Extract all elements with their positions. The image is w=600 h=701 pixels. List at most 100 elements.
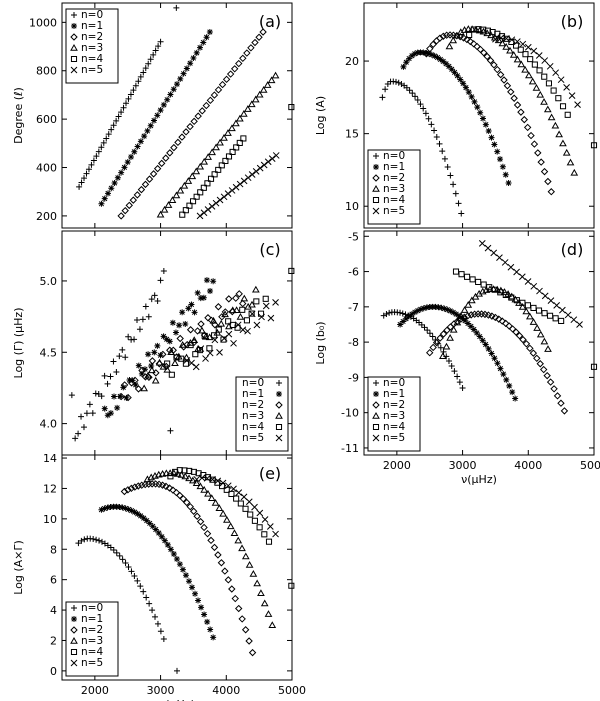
- data-point: [253, 579, 262, 587]
- data-point: [183, 357, 191, 364]
- data-point: [543, 105, 552, 113]
- y-tick-label: -7: [348, 301, 359, 314]
- data-point: [98, 393, 105, 400]
- data-point: [530, 47, 538, 55]
- data-point: [530, 282, 538, 290]
- data-point: [222, 75, 231, 84]
- legend-label: n=3: [81, 635, 103, 647]
- data-point: [484, 244, 492, 252]
- legend-marker: [70, 636, 78, 644]
- data-point: [190, 336, 199, 344]
- y-tick-label: 10: [345, 200, 359, 213]
- data-point: [181, 472, 190, 480]
- data-point: [157, 628, 164, 635]
- data-point: [200, 39, 207, 46]
- data-point: [463, 35, 471, 44]
- data-point: [244, 174, 252, 182]
- data-point: [183, 498, 191, 507]
- data-point: [490, 249, 498, 257]
- data-point: [110, 122, 117, 129]
- legend-label: n=0: [81, 9, 103, 21]
- data-point: [244, 327, 251, 335]
- data-point: [524, 302, 531, 309]
- data-point: [101, 505, 108, 512]
- data-point: [120, 487, 129, 496]
- data-point: [115, 113, 122, 120]
- data-point: [536, 287, 543, 295]
- data-point: [162, 154, 170, 162]
- data-point: [152, 47, 159, 54]
- data-point: [448, 66, 455, 73]
- data-point: [262, 295, 269, 302]
- data-point: [256, 509, 264, 517]
- data-point: [474, 104, 481, 111]
- data-point: [238, 615, 246, 623]
- data-point: [215, 326, 222, 333]
- data-point: [439, 32, 448, 40]
- data-point: [76, 183, 83, 190]
- data-point: [264, 610, 273, 617]
- data-point: [491, 355, 498, 362]
- legend-label: n=2: [242, 399, 264, 411]
- data-point: [165, 484, 174, 492]
- data-point: [166, 149, 174, 157]
- data-point: [139, 316, 146, 323]
- series-n=5: [478, 239, 583, 328]
- data-point: [395, 79, 402, 86]
- data-point: [167, 91, 174, 98]
- data-point: [431, 53, 438, 60]
- data-point: [146, 600, 153, 607]
- data-point: [140, 69, 147, 76]
- legend-marker: [372, 401, 380, 409]
- data-point: [117, 212, 125, 220]
- data-point: [163, 336, 170, 343]
- data-point: [399, 310, 406, 317]
- series-n=5: [193, 474, 279, 538]
- data-point: [460, 306, 469, 313]
- data-point: [201, 611, 208, 618]
- data-point: [240, 177, 248, 185]
- data-point: [103, 135, 110, 142]
- data-point: [453, 318, 462, 326]
- data-point: [200, 294, 207, 301]
- data-point: [121, 164, 128, 171]
- data-point: [570, 168, 579, 176]
- data-point: [551, 121, 560, 129]
- data-point: [451, 368, 458, 375]
- data-point: [145, 351, 152, 358]
- legend-label: n=5: [81, 64, 103, 76]
- series-n=3: [438, 285, 552, 359]
- data-point: [518, 303, 527, 310]
- data-point: [418, 321, 425, 328]
- y-tick-label: -9: [348, 371, 359, 384]
- legend-label: n=3: [383, 183, 405, 195]
- data-point: [193, 49, 200, 56]
- series-n=1: [397, 303, 519, 402]
- data-point: [135, 362, 142, 369]
- data-point: [248, 171, 256, 178]
- data-point: [557, 76, 565, 84]
- data-point: [426, 348, 434, 357]
- data-point: [124, 393, 132, 402]
- data-point: [464, 273, 471, 280]
- series-n=2: [120, 480, 257, 657]
- data-point: [131, 509, 138, 516]
- data-point: [429, 40, 437, 49]
- data-point: [185, 305, 192, 312]
- data-point: [480, 281, 487, 288]
- data-point: [501, 259, 509, 266]
- data-point: [220, 133, 228, 141]
- data-point: [75, 430, 82, 437]
- data-point: [232, 119, 240, 127]
- data-point: [198, 107, 206, 115]
- data-point: [164, 360, 171, 367]
- data-point: [454, 72, 461, 79]
- data-point: [248, 648, 257, 657]
- data-point: [142, 303, 149, 310]
- data-point: [125, 333, 132, 340]
- data-point: [251, 95, 260, 103]
- data-point: [192, 590, 199, 597]
- data-point: [230, 529, 239, 537]
- data-point: [179, 566, 186, 573]
- data-point: [117, 393, 124, 400]
